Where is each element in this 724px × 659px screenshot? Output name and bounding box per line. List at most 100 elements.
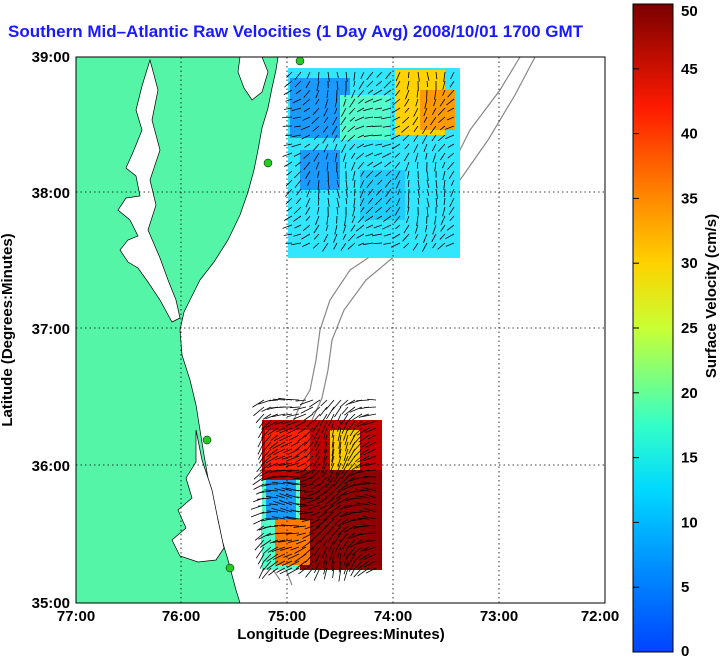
- velocity-vector: [287, 398, 300, 401]
- velocity-vector: [356, 143, 365, 149]
- velocity-vector: [276, 567, 286, 573]
- land-mass: [76, 57, 279, 603]
- velocity-vector: [360, 546, 370, 552]
- velocity-vector: [347, 553, 356, 567]
- hf-radar-station: [225, 563, 235, 573]
- velocity-vector: [362, 481, 377, 485]
- velocity-vector: [432, 107, 437, 115]
- velocity-vector: [372, 98, 383, 103]
- velocity-vector: [333, 525, 342, 535]
- velocity-vector: [272, 398, 286, 401]
- velocity-vector: [258, 399, 272, 405]
- velocity-vector: [367, 398, 377, 401]
- chart-title: Southern Mid–Atlantic Raw Velocities (1 …: [8, 22, 584, 41]
- velocity-vector: [437, 242, 446, 250]
- velocity-vector: [331, 441, 335, 456]
- velocity-vector: [285, 455, 300, 462]
- velocity-vector: [382, 107, 392, 112]
- velocity-vector: [327, 469, 335, 482]
- velocity-vector: [282, 413, 293, 416]
- velocity-vector: [282, 152, 293, 157]
- velocity-vector: [297, 434, 307, 442]
- velocity-vector: [413, 134, 419, 142]
- southern-velocity-patch: [262, 420, 382, 570]
- velocity-vector: [363, 107, 374, 112]
- velocity-vector: [340, 413, 349, 425]
- velocity-vector: [273, 434, 286, 442]
- velocity-vector: [403, 242, 410, 249]
- velocity-vector: [311, 116, 320, 125]
- velocity-vector: [346, 469, 356, 478]
- velocity-vector: [332, 134, 338, 143]
- velocity-vector: [395, 224, 401, 230]
- velocity-vector: [443, 179, 446, 190]
- velocity-vector: [314, 560, 321, 573]
- velocity-vector: [426, 80, 429, 88]
- velocity-vector: [296, 532, 307, 536]
- velocity-vector: [267, 546, 279, 553]
- velocity-vector: [373, 89, 383, 96]
- velocity-vector: [312, 413, 321, 422]
- velocity-vector: [293, 406, 307, 411]
- velocity-vector: [265, 413, 279, 420]
- velocity-vector: [253, 469, 265, 480]
- velocity-vector: [424, 224, 428, 233]
- velocity-vector: [291, 107, 302, 112]
- velocity-vector: [394, 215, 401, 224]
- velocity-vector: [443, 188, 446, 198]
- velocity-vector: [312, 107, 320, 116]
- velocity-vector: [316, 206, 320, 215]
- velocity-vector: [366, 224, 374, 229]
- velocity-vector: [349, 469, 363, 477]
- velocity-vector: [366, 71, 374, 80]
- velocity-vector: [327, 525, 335, 535]
- velocity-vector: [375, 80, 383, 87]
- velocity-vector: [303, 107, 311, 112]
- velocity-vector: [294, 179, 302, 188]
- velocity-vector: [363, 143, 374, 148]
- velocity-vector: [433, 98, 437, 107]
- velocity-vector: [312, 242, 320, 249]
- velocity-vector: [344, 441, 349, 452]
- velocity-vector: [305, 80, 311, 88]
- velocity-vector: [356, 399, 370, 402]
- velocity-vector: [374, 170, 383, 178]
- velocity-vector: [285, 134, 293, 136]
- velocity-vector: [422, 242, 428, 252]
- velocity-vector: [261, 406, 272, 412]
- velocity-vector: [408, 188, 410, 199]
- x-axis: 77:00 76:00 75:00 74:00 73:00 72:00 Long…: [57, 608, 619, 643]
- velocity-vector: [257, 553, 265, 565]
- velocity-vector: [294, 161, 302, 167]
- velocity-vector: [346, 546, 356, 558]
- velocity-vector: [358, 80, 365, 90]
- velocity-vector: [271, 546, 286, 552]
- velocity-vector: [349, 539, 363, 548]
- velocity-vector: [333, 469, 342, 483]
- velocity-vector: [422, 125, 428, 135]
- velocity-vector: [417, 188, 421, 199]
- velocity-vector: [294, 420, 307, 428]
- y-tick-label: 37:00: [32, 321, 70, 338]
- velocity-vector: [303, 462, 314, 471]
- velocity-vector: [365, 152, 374, 157]
- velocity-vector: [271, 481, 286, 485]
- velocity-vector: [385, 98, 392, 103]
- velocity-vector: [316, 511, 328, 519]
- velocity-vector: [445, 242, 455, 247]
- velocity-vector: [351, 462, 363, 471]
- velocity-vector: [362, 487, 377, 492]
- velocity-vector: [405, 215, 410, 224]
- velocity-vector: [271, 413, 286, 418]
- velocity-vector: [360, 206, 365, 213]
- velocity-vector: [401, 125, 410, 133]
- velocity-vector: [446, 224, 455, 231]
- velocity-vector: [322, 125, 329, 133]
- velocity-vector: [352, 490, 363, 493]
- velocity-vector: [321, 455, 328, 470]
- velocity-vector: [333, 233, 338, 244]
- velocity-vector: [360, 179, 365, 188]
- velocity-vector: [363, 242, 374, 245]
- velocity-vector: [275, 462, 286, 466]
- velocity-vector: [343, 98, 347, 107]
